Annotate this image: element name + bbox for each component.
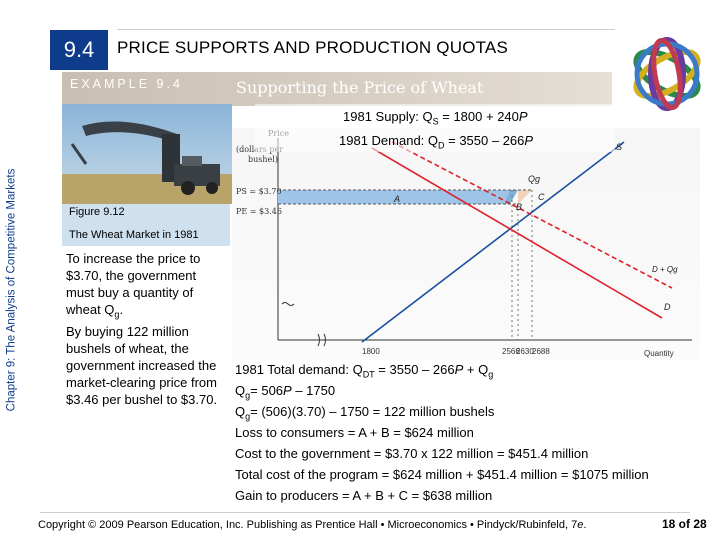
label-a: A xyxy=(393,194,400,204)
label-d: D xyxy=(664,302,671,312)
paragraph-price-increase: To increase the price to $3.70, the gove… xyxy=(66,251,201,320)
y-axis-break xyxy=(281,302,295,306)
calc-qg-value: Qg= (506)(3.70) – 1750 = 122 million bus… xyxy=(235,404,495,422)
wheat-market-chart: Price (dollars per bushel) PS = $3.70 PE… xyxy=(236,129,692,358)
calc-consumer-loss: Loss to consumers = A + B = $624 million xyxy=(235,425,474,440)
x-tick-2566: 2566 xyxy=(502,347,520,356)
calc-government-cost: Cost to the government = $3.70 x 122 mil… xyxy=(235,446,589,461)
y-tick-pe: PE = $3.46 xyxy=(236,207,282,216)
footer-copyright: Copyright © 2009 Pearson Education, Inc.… xyxy=(38,519,587,531)
calc-total-demand: 1981 Total demand: QDT = 3550 – 266P + Q… xyxy=(235,362,494,380)
y-tick-ps: PS = $3.70 xyxy=(236,187,282,196)
x-tick-1800: 1800 xyxy=(362,347,380,356)
area-c xyxy=(518,190,532,204)
calc-total-cost: Total cost of the program = $624 million… xyxy=(235,467,649,482)
wheat-harvest-photo xyxy=(62,104,232,204)
footer-rule xyxy=(40,512,690,513)
calc-producer-gain: Gain to producers = A + B + C = $638 mil… xyxy=(235,488,493,503)
label-b: B xyxy=(516,202,522,212)
y-axis-label-line3: bushel) xyxy=(248,155,278,164)
figure-subtitle: The Wheat Market in 1981 xyxy=(69,229,199,241)
x-axis-break xyxy=(317,333,326,347)
interlocking-rings-logo xyxy=(633,37,701,111)
equation-panel xyxy=(255,104,615,152)
demand-plus-qg-curve xyxy=(391,141,673,289)
supply-equation: 1981 Supply: QS = 1800 + 240P xyxy=(343,109,528,127)
calc-qg-formula: Qg= 506P – 1750 xyxy=(235,383,336,401)
figure-caption-box xyxy=(62,204,230,246)
demand-curve xyxy=(371,147,663,319)
demand-equation: 1981 Demand: QD = 3550 – 266P xyxy=(339,133,534,151)
paragraph-government-purchase: By buying 122 million bushels of wheat, … xyxy=(66,324,218,407)
example-bar xyxy=(62,72,612,106)
example-label: EXAMPLE 9.4 xyxy=(70,77,183,91)
chart-panel: Price (dollars per bushel) PS = $3.70 PE… xyxy=(232,128,700,360)
supply-curve xyxy=(361,141,625,343)
chapter-caption: Chapter 9: The Analysis of Competitive M… xyxy=(5,168,17,412)
label-d-plus-qg: D + Qg xyxy=(652,265,678,274)
x-tick-2688: 2688 xyxy=(532,347,550,356)
label-qg: Qg xyxy=(528,174,540,184)
page-title: PRICE SUPPORTS AND PRODUCTION QUOTAS xyxy=(117,38,509,57)
area-a xyxy=(278,190,510,204)
page-number: 18 of 28 xyxy=(662,517,707,531)
section-badge: 9.4 xyxy=(50,30,108,70)
x-axis-label: Quantity xyxy=(644,349,674,358)
figure-label: Figure 9.12 xyxy=(69,206,125,218)
label-c: C xyxy=(538,192,545,202)
area-b xyxy=(504,190,518,204)
label-s: S xyxy=(616,142,622,152)
example-title: Supporting the Price of Wheat xyxy=(236,78,484,97)
title-rule xyxy=(117,29,615,30)
x-tick-2630: 2630 xyxy=(516,347,534,356)
